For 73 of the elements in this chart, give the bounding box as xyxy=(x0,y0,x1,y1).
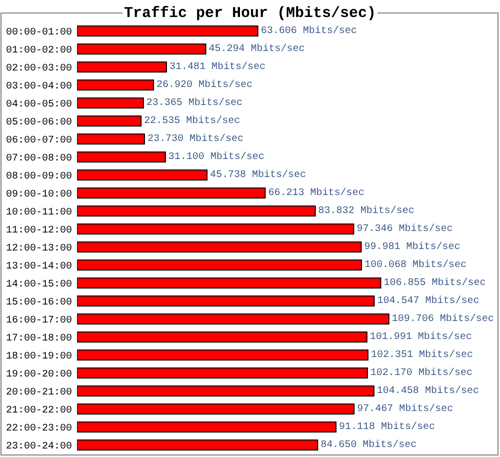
bar xyxy=(77,295,375,307)
y-tick-label: 02:00-03:00 xyxy=(6,64,72,74)
data-label: 100.068 Mbits/sec xyxy=(364,259,466,271)
bar xyxy=(77,187,266,199)
bar xyxy=(77,205,316,217)
y-tick-label: 17:00-18:00 xyxy=(6,334,72,344)
data-label: 66.213 Mbits/sec xyxy=(268,187,364,199)
y-tick-label: 05:00-06:00 xyxy=(6,118,72,128)
data-label: 31.481 Mbits/sec xyxy=(169,61,266,73)
y-tick-label: 13:00-14:00 xyxy=(6,262,72,272)
data-label: 91.118 Mbits/sec xyxy=(339,421,436,433)
bar xyxy=(77,439,318,451)
y-tick-label: 01:00-02:00 xyxy=(6,46,72,56)
bar xyxy=(77,349,368,361)
y-tick-label: 08:00-09:00 xyxy=(6,172,72,182)
y-tick-label: 23:00-24:00 xyxy=(6,442,72,452)
data-label: 26.920 Mbits/sec xyxy=(156,79,253,91)
bar xyxy=(77,403,355,415)
bar xyxy=(77,151,166,163)
data-label: 109.706 Mbits/sec xyxy=(392,313,494,325)
chart-title: Traffic per Hour (Mbits/sec) xyxy=(124,5,376,22)
y-tick-label: 12:00-13:00 xyxy=(6,244,72,254)
bar xyxy=(77,331,368,343)
bar xyxy=(77,43,206,55)
y-tick-label: 21:00-22:00 xyxy=(6,406,72,416)
y-tick-label: 18:00-19:00 xyxy=(6,352,72,362)
data-label: 63.606 Mbits/sec xyxy=(260,25,357,37)
bar xyxy=(77,79,154,91)
bar xyxy=(77,133,145,145)
y-tick-label: 03:00-04:00 xyxy=(6,82,72,92)
y-tick-label: 00:00-01:00 xyxy=(6,28,72,38)
y-tick-label: 22:00-23:00 xyxy=(6,424,72,434)
data-label: 22.535 Mbits/sec xyxy=(144,115,240,127)
y-tick-label: 14:00-15:00 xyxy=(6,280,72,290)
bar xyxy=(77,277,382,289)
bar xyxy=(77,385,374,397)
data-label: 23.365 Mbits/sec xyxy=(146,97,242,109)
y-tick-label: 09:00-10:00 xyxy=(6,190,72,200)
bar xyxy=(77,97,144,109)
bar xyxy=(77,115,142,127)
data-label: 104.458 Mbits/sec xyxy=(376,385,479,397)
data-label: 31.100 Mbits/sec xyxy=(168,151,264,163)
data-label: 102.170 Mbits/sec xyxy=(370,367,472,379)
data-label: 45.294 Mbits/sec xyxy=(208,43,305,55)
bar xyxy=(77,25,258,37)
bar xyxy=(77,61,167,73)
data-label: 97.467 Mbits/sec xyxy=(357,403,454,415)
bar xyxy=(77,169,208,181)
data-label: 45.738 Mbits/sec xyxy=(210,169,306,181)
y-tick-label: 19:00-20:00 xyxy=(6,370,72,380)
bar xyxy=(77,313,390,325)
bar xyxy=(77,259,362,271)
data-label: 83.832 Mbits/sec xyxy=(318,205,414,217)
data-label: 102.351 Mbits/sec xyxy=(370,349,473,361)
data-label: 106.855 Mbits/sec xyxy=(384,277,486,289)
bar xyxy=(77,367,368,379)
y-tick-label: 11:00-12:00 xyxy=(6,226,72,236)
y-tick-label: 10:00-11:00 xyxy=(6,208,72,218)
bar xyxy=(77,241,362,253)
data-label: 104.547 Mbits/sec xyxy=(377,295,480,307)
data-label: 84.650 Mbits/sec xyxy=(320,439,417,451)
data-label: 97.346 Mbits/sec xyxy=(356,223,453,235)
data-label: 101.991 Mbits/sec xyxy=(370,331,472,343)
y-tick-label: 04:00-05:00 xyxy=(6,100,72,110)
bar xyxy=(77,223,354,235)
data-label: 99.981 Mbits/sec xyxy=(364,241,460,253)
y-tick-label: 16:00-17:00 xyxy=(6,316,72,326)
bar xyxy=(77,421,337,433)
data-label: 23.730 Mbits/sec xyxy=(147,133,244,145)
y-tick-label: 20:00-21:00 xyxy=(6,388,72,398)
y-tick-label: 15:00-16:00 xyxy=(6,298,72,308)
y-tick-label: 07:00-08:00 xyxy=(6,154,72,164)
y-tick-label: 06:00-07:00 xyxy=(6,136,72,146)
